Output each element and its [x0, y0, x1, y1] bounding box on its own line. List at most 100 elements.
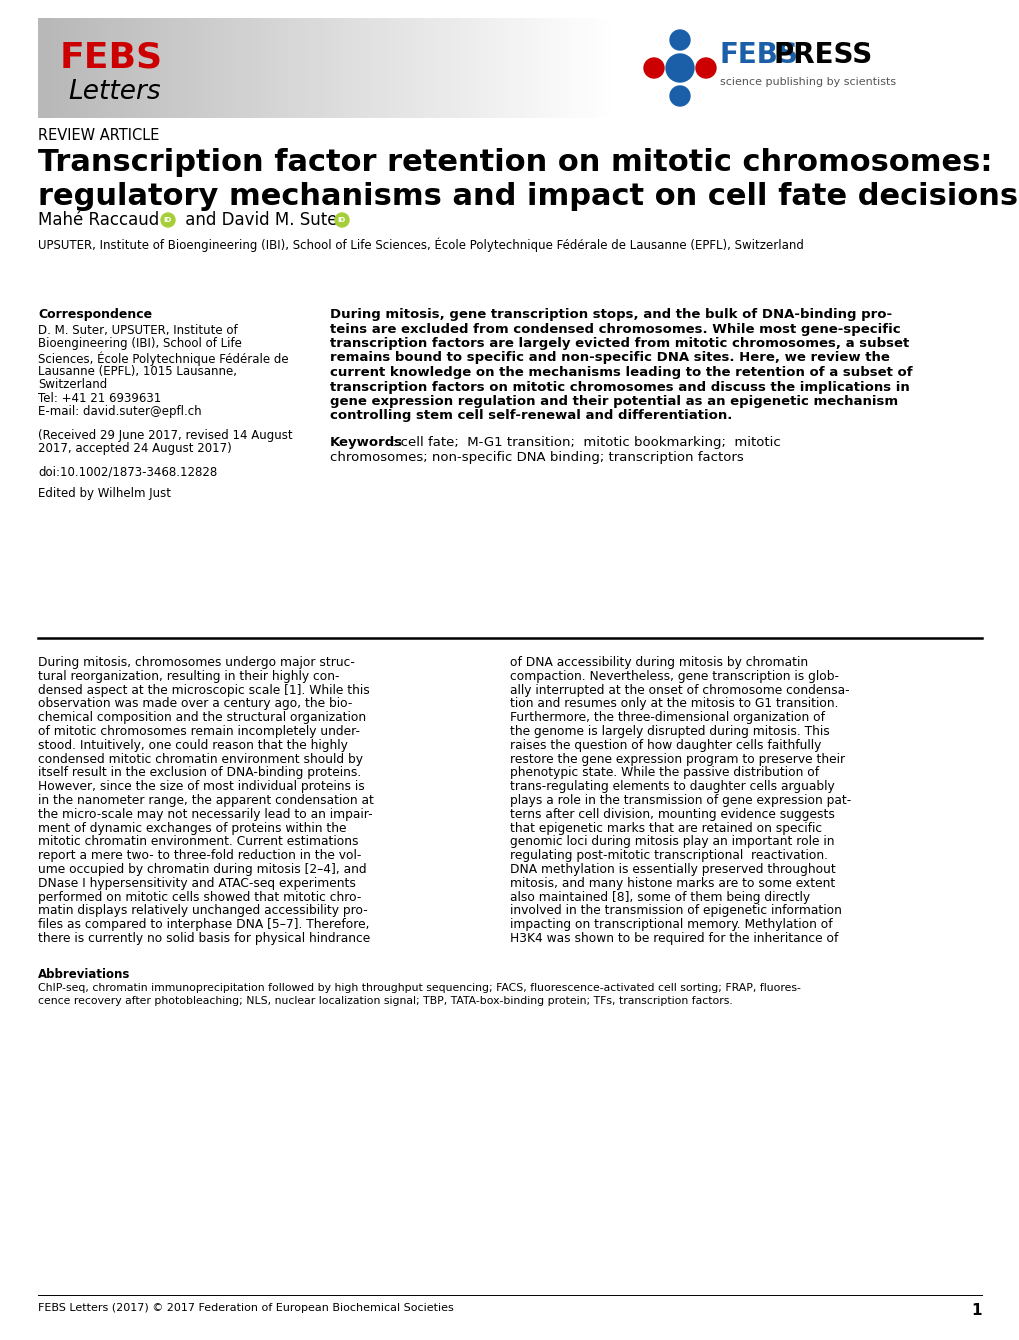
Text: FEBS: FEBS — [60, 42, 163, 75]
Text: current knowledge on the mechanisms leading to the retention of a subset of: current knowledge on the mechanisms lead… — [330, 366, 912, 379]
Bar — [267, 17, 274, 118]
Text: 1: 1 — [970, 1302, 981, 1319]
Bar — [52, 17, 59, 118]
Text: performed on mitotic cells showed that mitotic chro-: performed on mitotic cells showed that m… — [38, 891, 361, 903]
Text: transcription factors on mitotic chromosomes and discuss the implications in: transcription factors on mitotic chromos… — [330, 381, 909, 394]
Text: raises the question of how daughter cells faithfully: raises the question of how daughter cell… — [510, 738, 820, 752]
Bar — [88, 17, 95, 118]
Text: report a mere two- to three-fold reduction in the vol-: report a mere two- to three-fold reducti… — [38, 850, 361, 862]
Text: During mitosis, gene transcription stops, and the bulk of DNA-binding pro-: During mitosis, gene transcription stops… — [330, 308, 892, 322]
Bar — [545, 17, 552, 118]
Text: terns after cell division, mounting evidence suggests: terns after cell division, mounting evid… — [510, 808, 835, 821]
Bar — [445, 17, 452, 118]
Text: DNA methylation is essentially preserved throughout: DNA methylation is essentially preserved… — [510, 863, 835, 876]
Text: Transcription factor retention on mitotic chromosomes:: Transcription factor retention on mitoti… — [38, 147, 991, 177]
Text: gene expression regulation and their potential as an epigenetic mechanism: gene expression regulation and their pot… — [330, 395, 898, 407]
Bar — [180, 17, 187, 118]
Text: mitotic chromatin environment. Current estimations: mitotic chromatin environment. Current e… — [38, 835, 358, 848]
Text: Furthermore, the three-dimensional organization of: Furthermore, the three-dimensional organ… — [510, 712, 824, 724]
Bar — [310, 17, 317, 118]
Circle shape — [669, 86, 689, 106]
Text: During mitosis, chromosomes undergo major struc-: During mitosis, chromosomes undergo majo… — [38, 657, 355, 669]
Bar — [45, 17, 52, 118]
Text: Sciences, École Polytechnique Fédérale de: Sciences, École Polytechnique Fédérale d… — [38, 351, 288, 366]
Text: Letters: Letters — [68, 79, 160, 105]
Bar — [253, 17, 260, 118]
Bar — [338, 17, 345, 118]
Bar — [138, 17, 145, 118]
Text: there is currently no solid basis for physical hindrance: there is currently no solid basis for ph… — [38, 933, 370, 945]
Bar — [187, 17, 195, 118]
Text: Keywords: Keywords — [330, 436, 403, 449]
Text: Bioengineering (IBI), School of Life: Bioengineering (IBI), School of Life — [38, 338, 242, 351]
Bar — [360, 17, 367, 118]
Text: doi:10.1002/1873-3468.12828: doi:10.1002/1873-3468.12828 — [38, 465, 217, 478]
Bar — [595, 17, 602, 118]
Bar — [317, 17, 324, 118]
Text: of DNA accessibility during mitosis by chromatin: of DNA accessibility during mitosis by c… — [510, 657, 807, 669]
Text: plays a role in the transmission of gene expression pat-: plays a role in the transmission of gene… — [510, 795, 851, 807]
Bar — [388, 17, 395, 118]
Text: chromosomes; non-specific DNA binding; transcription factors: chromosomes; non-specific DNA binding; t… — [330, 450, 743, 464]
Bar — [209, 17, 217, 118]
Circle shape — [695, 58, 715, 78]
Text: DNase I hypersensitivity and ATAC-seq experiments: DNase I hypersensitivity and ATAC-seq ex… — [38, 876, 356, 890]
Circle shape — [161, 213, 175, 226]
Text: itself result in the exclusion of DNA-binding proteins.: itself result in the exclusion of DNA-bi… — [38, 766, 361, 780]
Bar — [130, 17, 138, 118]
Text: also maintained [8], some of them being directly: also maintained [8], some of them being … — [510, 891, 809, 903]
Circle shape — [665, 54, 693, 82]
Text: PRESS: PRESS — [773, 42, 872, 68]
Text: ally interrupted at the onset of chromosome condensa-: ally interrupted at the onset of chromos… — [510, 683, 849, 697]
Text: genomic loci during mitosis play an important role in: genomic loci during mitosis play an impo… — [510, 835, 834, 848]
Text: in the nanometer range, the apparent condensation at: in the nanometer range, the apparent con… — [38, 795, 374, 807]
Text: UPSUTER, Institute of Bioengineering (IBI), School of Life Sciences, École Polyt: UPSUTER, Institute of Bioengineering (IB… — [38, 239, 803, 252]
Text: restore the gene expression program to preserve their: restore the gene expression program to p… — [510, 753, 845, 765]
Bar — [224, 17, 231, 118]
Bar — [217, 17, 224, 118]
Text: and David M. Suter: and David M. Suter — [179, 210, 344, 229]
Bar — [331, 17, 338, 118]
Bar — [410, 17, 417, 118]
Text: condensed mitotic chromatin environment should by: condensed mitotic chromatin environment … — [38, 753, 363, 765]
Text: FEBS: FEBS — [719, 42, 798, 68]
Circle shape — [643, 58, 663, 78]
Text: E-mail: david.suter@epfl.ch: E-mail: david.suter@epfl.ch — [38, 405, 202, 418]
Text: 2017, accepted 24 August 2017): 2017, accepted 24 August 2017) — [38, 442, 231, 456]
Text: the genome is largely disrupted during mitosis. This: the genome is largely disrupted during m… — [510, 725, 828, 738]
Text: tural reorganization, resulting in their highly con-: tural reorganization, resulting in their… — [38, 670, 339, 683]
Bar — [159, 17, 166, 118]
Text: ChIP-seq, chromatin immunoprecipitation followed by high throughput sequencing; : ChIP-seq, chromatin immunoprecipitation … — [38, 982, 800, 993]
Text: ume occupied by chromatin during mitosis [2–4], and: ume occupied by chromatin during mitosis… — [38, 863, 366, 876]
Text: chemical composition and the structural organization: chemical composition and the structural … — [38, 712, 366, 724]
Text: that epigenetic marks that are retained on specific: that epigenetic marks that are retained … — [510, 821, 821, 835]
Bar — [95, 17, 102, 118]
Bar — [152, 17, 159, 118]
Bar — [166, 17, 173, 118]
Text: Abbreviations: Abbreviations — [38, 967, 130, 981]
Text: Lausanne (EPFL), 1015 Lausanne,: Lausanne (EPFL), 1015 Lausanne, — [38, 364, 236, 378]
Bar — [502, 17, 510, 118]
Text: remains bound to specific and non-specific DNA sites. Here, we review the: remains bound to specific and non-specif… — [330, 351, 889, 364]
Text: involved in the transmission of epigenetic information: involved in the transmission of epigenet… — [510, 905, 841, 918]
Bar — [460, 17, 467, 118]
Text: Correspondence: Correspondence — [38, 308, 152, 322]
Bar — [238, 17, 246, 118]
Bar — [116, 17, 123, 118]
Text: stood. Intuitively, one could reason that the highly: stood. Intuitively, one could reason tha… — [38, 738, 347, 752]
Bar — [38, 17, 45, 118]
Bar — [81, 17, 88, 118]
Text: regulating post-mitotic transcriptional  reactivation.: regulating post-mitotic transcriptional … — [510, 850, 827, 862]
Bar — [602, 17, 609, 118]
Text: controlling stem cell self-renewal and differentiation.: controlling stem cell self-renewal and d… — [330, 410, 732, 422]
Text: science publishing by scientists: science publishing by scientists — [719, 76, 896, 87]
Bar — [403, 17, 410, 118]
Bar — [567, 17, 574, 118]
Bar — [231, 17, 238, 118]
Bar — [59, 17, 66, 118]
Bar — [574, 17, 581, 118]
Text: iD: iD — [164, 217, 172, 222]
Bar — [367, 17, 374, 118]
Bar — [481, 17, 488, 118]
Text: densed aspect at the microscopic scale [1]. While this: densed aspect at the microscopic scale [… — [38, 683, 370, 697]
